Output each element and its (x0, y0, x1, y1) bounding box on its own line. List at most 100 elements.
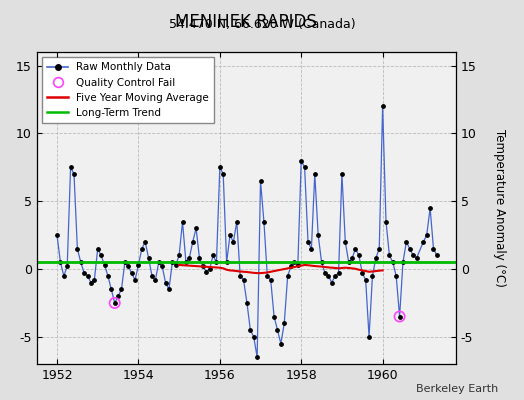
Point (311, 171, 319, 177)
Point (104, 273, 112, 279)
Point (90, 277, 99, 283)
Point (260, 218, 268, 225)
Point (396, 313, 404, 320)
Point (83, 273, 92, 279)
Point (70, 171, 78, 177)
Point (199, 263, 207, 270)
Point (433, 252, 441, 259)
Point (60, 273, 68, 279)
Point (155, 259, 163, 266)
Point (396, 313, 404, 320)
Point (300, 164, 309, 170)
Point (111, 300, 119, 306)
Point (222, 259, 231, 266)
Point (249, 334, 258, 340)
Point (182, 259, 190, 266)
Point (287, 263, 295, 270)
Point (216, 164, 224, 170)
Point (372, 255, 380, 261)
Point (151, 277, 160, 283)
Point (406, 246, 414, 252)
Point (111, 300, 119, 306)
Point (422, 232, 431, 238)
Text: Berkeley Earth: Berkeley Earth (416, 384, 498, 394)
Point (290, 259, 299, 266)
Point (389, 259, 397, 266)
Point (348, 255, 356, 261)
Point (307, 246, 315, 252)
Point (338, 171, 346, 177)
Point (399, 259, 407, 266)
Point (267, 277, 275, 283)
Point (138, 246, 146, 252)
Point (362, 277, 370, 283)
Point (358, 270, 366, 276)
Point (256, 178, 265, 184)
Point (243, 300, 251, 306)
Point (341, 239, 350, 245)
Legend: Raw Monthly Data, Quality Control Fail, Five Year Moving Average, Long-Term Tren: Raw Monthly Data, Quality Control Fail, … (42, 57, 214, 123)
Point (409, 252, 417, 259)
Point (270, 313, 278, 320)
Point (402, 239, 410, 245)
Point (344, 259, 353, 266)
Point (121, 259, 129, 266)
Point (378, 103, 387, 110)
Point (97, 252, 105, 259)
Point (202, 268, 211, 275)
Point (161, 280, 170, 286)
Point (419, 239, 428, 245)
Point (219, 171, 227, 177)
Point (127, 270, 136, 276)
Point (283, 273, 292, 279)
Point (365, 334, 373, 340)
Point (375, 246, 384, 252)
Point (304, 239, 312, 245)
Point (53, 232, 61, 238)
Point (226, 232, 234, 238)
Point (324, 273, 333, 279)
Point (412, 255, 421, 261)
Title: MENIHEK RAPIDS: MENIHEK RAPIDS (176, 13, 317, 31)
Point (145, 255, 153, 261)
Point (100, 262, 108, 268)
Point (192, 225, 200, 232)
Point (165, 286, 173, 292)
Point (429, 246, 438, 252)
Point (114, 293, 122, 299)
Point (212, 259, 221, 266)
Point (314, 232, 322, 238)
Point (141, 239, 149, 245)
Point (185, 255, 193, 261)
Point (236, 273, 244, 279)
Point (280, 320, 288, 326)
Point (334, 270, 343, 276)
Point (253, 354, 261, 360)
Point (171, 262, 180, 268)
Point (56, 259, 64, 266)
Point (175, 252, 183, 259)
Point (131, 277, 139, 283)
Point (77, 259, 85, 266)
Point (158, 263, 166, 270)
Point (246, 327, 255, 333)
Point (195, 255, 204, 261)
Point (63, 263, 71, 270)
Point (392, 273, 400, 279)
Point (318, 259, 326, 266)
Point (168, 259, 177, 266)
Point (426, 205, 434, 211)
Point (368, 273, 377, 279)
Point (351, 246, 359, 252)
Point (331, 273, 340, 279)
Point (385, 252, 394, 259)
Point (355, 252, 363, 259)
Point (328, 280, 336, 286)
Point (117, 286, 126, 292)
Point (263, 273, 271, 279)
Point (67, 164, 75, 170)
Point (233, 218, 241, 225)
Point (148, 273, 156, 279)
Point (178, 218, 187, 225)
Point (229, 239, 237, 245)
